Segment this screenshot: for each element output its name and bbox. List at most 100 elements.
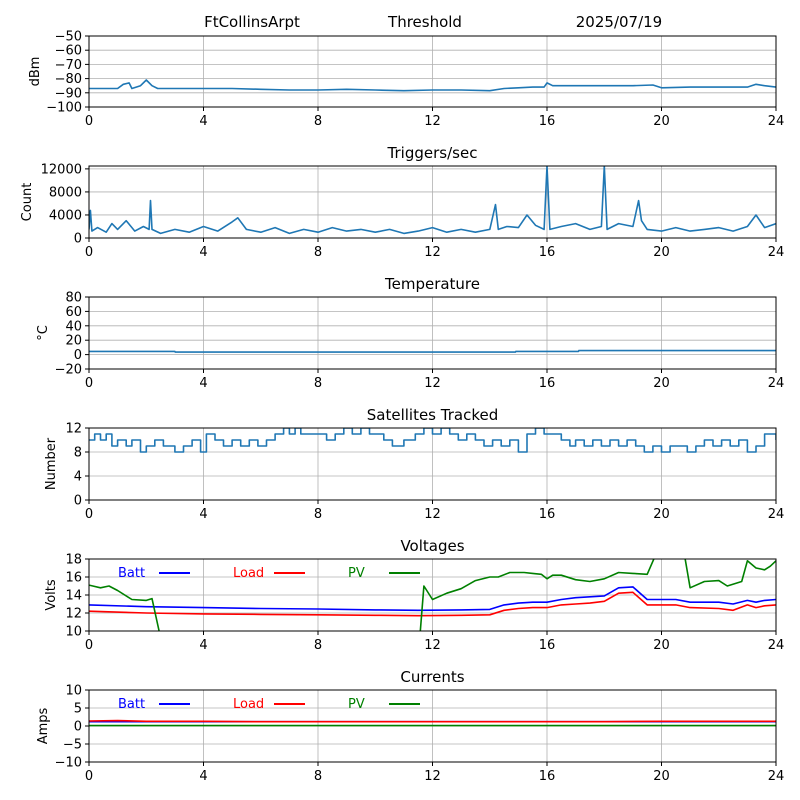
- x-tick-label: 24: [768, 507, 785, 522]
- legend-label: PV: [348, 566, 365, 581]
- pv-series-line: [89, 559, 776, 631]
- legend-label: Batt: [118, 566, 145, 581]
- y-tick-label: −100: [46, 101, 82, 116]
- x-tick-label: 8: [314, 769, 322, 784]
- y-tick-label: 40: [65, 319, 82, 334]
- y-tick-label: 0: [74, 494, 82, 509]
- x-tick-label: 4: [199, 245, 207, 260]
- legend-label: PV: [348, 697, 365, 712]
- y-axis-label: dBm: [28, 57, 43, 87]
- x-tick-label: 24: [768, 114, 785, 129]
- y-tick-label: −5: [63, 738, 82, 753]
- y-tick-label: 10: [65, 625, 82, 640]
- x-tick-label: 20: [653, 507, 670, 522]
- chart-panel-6: 0 4 8 12 16 20 24 −10 −5 0 5 10 Currents Amps Batt Load…: [36, 668, 784, 784]
- x-tick-label: 0: [85, 638, 93, 653]
- y-tick-label: 4: [74, 470, 82, 485]
- load-series-line: [89, 591, 776, 617]
- x-tick-label: 20: [653, 245, 670, 260]
- panel-title: Triggers/sec: [387, 144, 478, 162]
- x-tick-label: 12: [424, 376, 441, 391]
- series-group: [89, 166, 776, 235]
- x-tick-label: 8: [314, 507, 322, 522]
- series-line: [89, 166, 776, 235]
- x-tick-label: 4: [199, 507, 207, 522]
- x-tick-label: 16: [539, 114, 556, 129]
- y-tick-label: 12: [65, 607, 82, 622]
- y-tick-label: 16: [65, 571, 82, 586]
- legend-label: Load: [233, 566, 264, 581]
- y-tick-label: −10: [55, 756, 82, 771]
- y-tick-label: −20: [55, 363, 82, 378]
- x-tick-label: 16: [539, 376, 556, 391]
- x-tick-label: 8: [314, 245, 322, 260]
- x-tick-label: 24: [768, 638, 785, 653]
- x-tick-label: 20: [653, 376, 670, 391]
- x-tick-label: 12: [424, 114, 441, 129]
- x-tick-label: 20: [653, 638, 670, 653]
- x-tick-label: 8: [314, 376, 322, 391]
- chart-panel-2: 0 4 8 12 16 20 24 0 4000 8000 12000 Triggers/sec Cou…: [20, 144, 784, 260]
- y-tick-label: 10: [65, 684, 82, 699]
- x-tick-label: 12: [424, 638, 441, 653]
- x-tick-label: 12: [424, 769, 441, 784]
- panel-title: Currents: [400, 668, 464, 686]
- y-tick-label: 5: [74, 702, 82, 717]
- y-tick-label: 60: [65, 305, 82, 320]
- y-tick-label: −60: [55, 44, 82, 59]
- chart-panel-5: 0 4 8 12 16 20 24 10 12 14 16 18 Voltages Volts Batt Lo…: [44, 537, 784, 653]
- series-group: [89, 79, 776, 92]
- x-tick-label: 16: [539, 638, 556, 653]
- legend-label: Load: [233, 697, 264, 712]
- y-axis-label: Volts: [44, 579, 59, 611]
- y-tick-label: 20: [65, 334, 82, 349]
- legend-label: Batt: [118, 697, 145, 712]
- series-group: [89, 349, 776, 353]
- panel-title: Voltages: [400, 537, 464, 555]
- x-tick-label: 20: [653, 769, 670, 784]
- y-tick-label: 0: [74, 720, 82, 735]
- x-tick-label: 0: [85, 245, 93, 260]
- y-axis-label: Count: [20, 183, 35, 222]
- chart-panel-4: 0 4 8 12 16 20 24 0 4 8 12 Satellites Tracked Number: [44, 406, 784, 522]
- x-tick-label: 0: [85, 507, 93, 522]
- y-axis-label: °C: [36, 325, 51, 341]
- y-tick-label: 80: [65, 291, 82, 306]
- x-tick-label: 8: [314, 114, 322, 129]
- y-tick-label: 12: [65, 422, 82, 437]
- x-tick-label: 24: [768, 245, 785, 260]
- x-tick-label: 24: [768, 376, 785, 391]
- series-group: [89, 428, 776, 453]
- load-series-line: [89, 719, 776, 723]
- x-tick-label: 16: [539, 769, 556, 784]
- y-tick-label: −90: [55, 86, 82, 101]
- y-tick-label: 18: [65, 553, 82, 568]
- series-line: [89, 428, 776, 453]
- figure-title: Threshold: [387, 13, 462, 31]
- y-tick-label: −50: [55, 30, 82, 45]
- x-tick-label: 16: [539, 507, 556, 522]
- chart-panel-1: 0 4 8 12 16 20 24 −100−90−80−70−60−50 dBm: [28, 30, 784, 130]
- y-tick-label: 0: [74, 232, 82, 247]
- series-group: [89, 559, 776, 631]
- y-tick-label: 4000: [49, 208, 82, 223]
- x-tick-label: 0: [85, 114, 93, 129]
- x-tick-label: 4: [199, 376, 207, 391]
- series-line: [89, 79, 776, 92]
- x-tick-label: 4: [199, 638, 207, 653]
- x-tick-label: 12: [424, 507, 441, 522]
- series-line: [89, 349, 776, 353]
- y-axis-label: Number: [44, 437, 59, 490]
- batt-series-line: [89, 586, 776, 612]
- y-axis-label: Amps: [36, 707, 51, 744]
- x-tick-label: 4: [199, 114, 207, 129]
- x-tick-label: 0: [85, 376, 93, 391]
- x-tick-label: 16: [539, 245, 556, 260]
- series-group: [89, 719, 776, 727]
- date-label: 2025/07/19: [576, 13, 662, 31]
- x-tick-label: 0: [85, 769, 93, 784]
- y-tick-label: 12000: [41, 162, 82, 177]
- panel-title: Satellites Tracked: [367, 406, 498, 424]
